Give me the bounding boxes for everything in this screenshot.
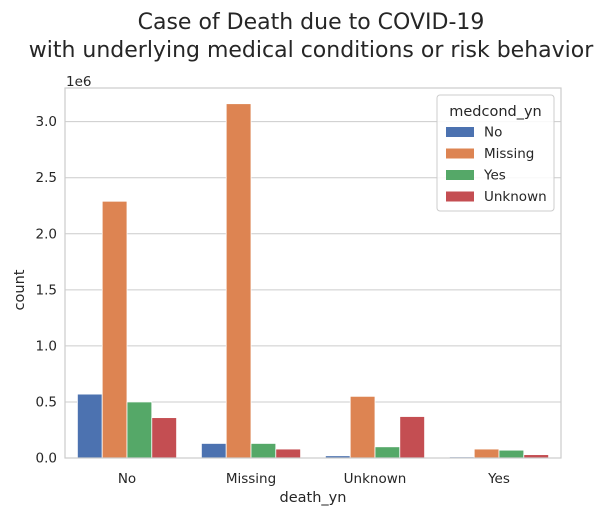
bar (126, 401, 153, 459)
axes: 0.0 0.5 1.0 1.5 2.0 2.5 3.0 No Missing Unknown Yes (36, 87, 562, 487)
legend-label: Missing (484, 146, 534, 162)
bar (200, 443, 227, 459)
legend-label: Unknown (484, 189, 547, 205)
x-tick-label: Unknown (344, 471, 407, 487)
x-tick-label: No (118, 471, 136, 487)
chart-title-line-2: with underlying medical conditions or ri… (29, 38, 595, 63)
y-tick-label: 2.5 (36, 170, 57, 186)
legend: medcond_yn No Missing Yes Unknown (436, 94, 555, 212)
y-axis-offset-label: 1e6 (66, 74, 91, 90)
legend-swatch (446, 170, 474, 180)
y-tick-label: 0.5 (36, 394, 57, 410)
bar (225, 103, 252, 459)
y-tick-label: 1.0 (36, 338, 57, 354)
y-tick-label: 1.5 (36, 282, 57, 298)
legend-label: Yes (483, 168, 506, 184)
y-tick-label: 3.0 (36, 114, 57, 130)
legend-swatch (446, 127, 474, 137)
bar (473, 448, 500, 459)
bar (77, 393, 103, 459)
chart-title-line-1: Case of Death due to COVID-19 (138, 10, 485, 35)
x-tick-label: Missing (226, 471, 276, 487)
legend-box (436, 94, 555, 212)
legend-swatch (446, 148, 474, 159)
legend-swatch (446, 191, 474, 202)
y-axis-title: count (12, 269, 28, 310)
bars (77, 103, 549, 459)
bar (399, 416, 425, 459)
bar (349, 395, 376, 459)
y-tick-label: 2.0 (36, 226, 57, 242)
y-tick-label: 0.0 (36, 451, 57, 467)
bar (275, 448, 301, 459)
legend-title: medcond_yn (449, 104, 542, 120)
x-tick-label: Yes (487, 471, 510, 487)
plot-frame (64, 87, 562, 459)
bar (374, 446, 401, 459)
bar (498, 449, 525, 459)
legend-label: No (484, 125, 502, 141)
bar (151, 417, 178, 459)
x-axis-title: death_yn (280, 490, 347, 506)
bar (101, 200, 128, 459)
bar (250, 443, 277, 459)
